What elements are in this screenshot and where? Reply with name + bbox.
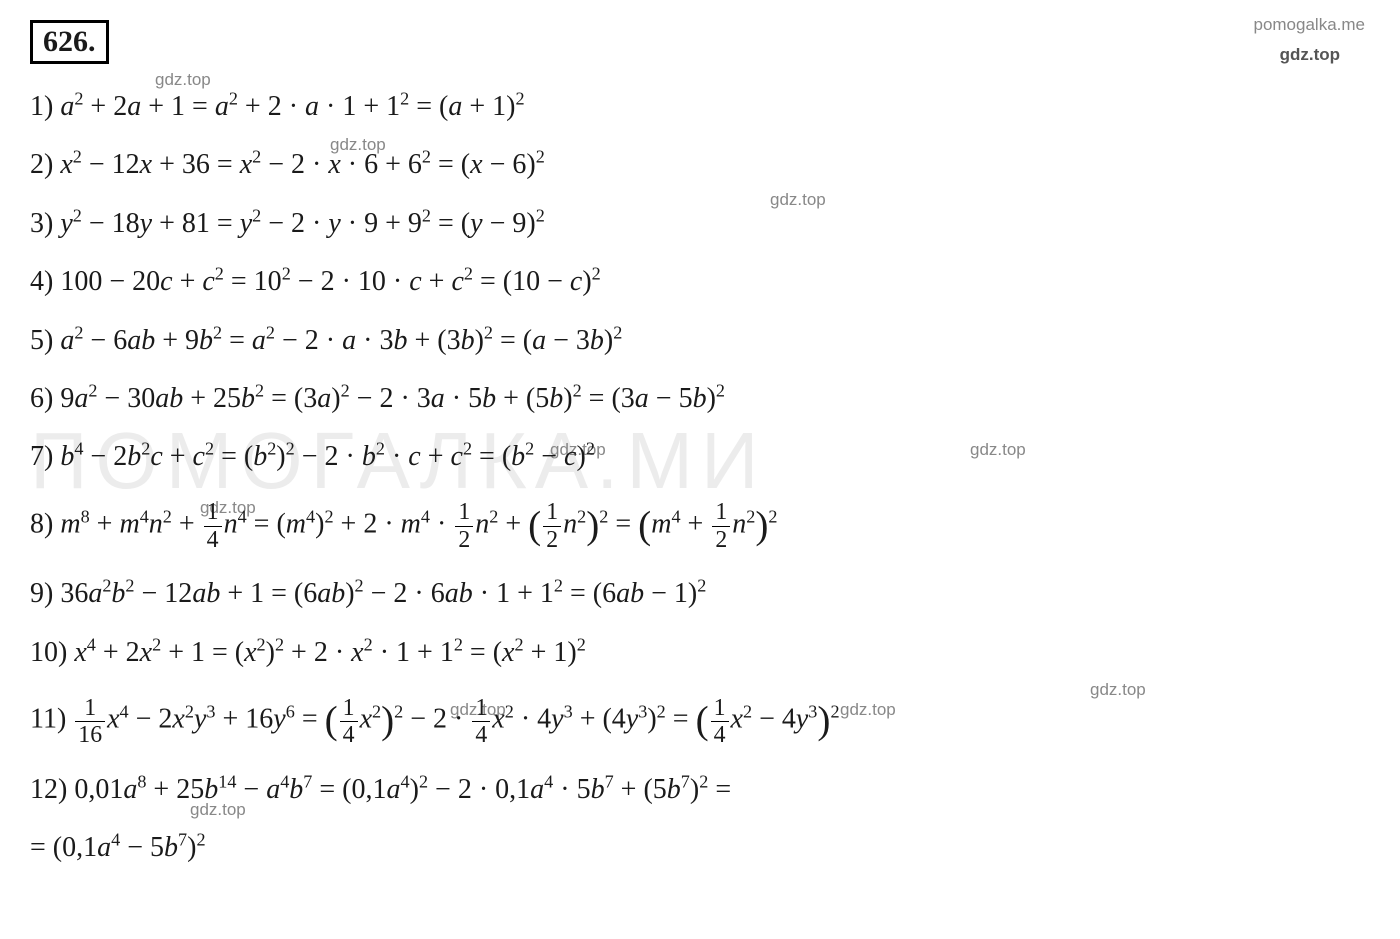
watermark-pomogalka: pomogalka.me	[1253, 15, 1365, 35]
equation-5: 5) a2 − 6ab + 9b2 = a2 − 2 · a · 3b + (3…	[30, 316, 1370, 366]
equation-3: 3) y2 − 18y + 81 = y2 − 2 · y · 9 + 92 =…	[30, 199, 1370, 249]
equation-2: 2) x2 − 12x + 36 = x2 − 2 · x · 6 + 62 =…	[30, 140, 1370, 190]
equation-11: 11) 116x4 − 2x2y3 + 16y6 = (14x2)2 − 2 ·…	[30, 686, 1370, 757]
watermark-gdz-1: gdz.top	[1280, 45, 1340, 65]
problem-number: 626.	[30, 20, 109, 64]
equation-1: 1) a2 + 2a + 1 = a2 + 2 · a · 1 + 12 = (…	[30, 82, 1370, 132]
equation-8: 8) m8 + m4n2 + 14n4 = (m4)2 + 2 · m4 · 1…	[30, 491, 1370, 562]
equation-6: 6) 9a2 − 30ab + 25b2 = (3a)2 − 2 · 3a · …	[30, 374, 1370, 424]
equation-10: 10) x4 + 2x2 + 1 = (x2)2 + 2 · x2 · 1 + …	[30, 628, 1370, 678]
document-container: pomogalka.me gdz.top 626. gdz.top 1) a2 …	[0, 0, 1400, 901]
equation-9: 9) 36a2b2 − 12ab + 1 = (6ab)2 − 2 · 6ab …	[30, 569, 1370, 619]
equation-4: 4) 100 − 20c + c2 = 102 − 2 · 10 · c + c…	[30, 257, 1370, 307]
equation-12: 12) 0,01a8 + 25b14 − a4b7 = (0,1a4)2 − 2…	[30, 765, 1370, 815]
equation-12-continued: = (0,1a4 − 5b7)2	[30, 823, 1370, 873]
equation-7: 7) b4 − 2b2c + c2 = (b2)2 − 2 · b2 · c +…	[30, 432, 1370, 482]
